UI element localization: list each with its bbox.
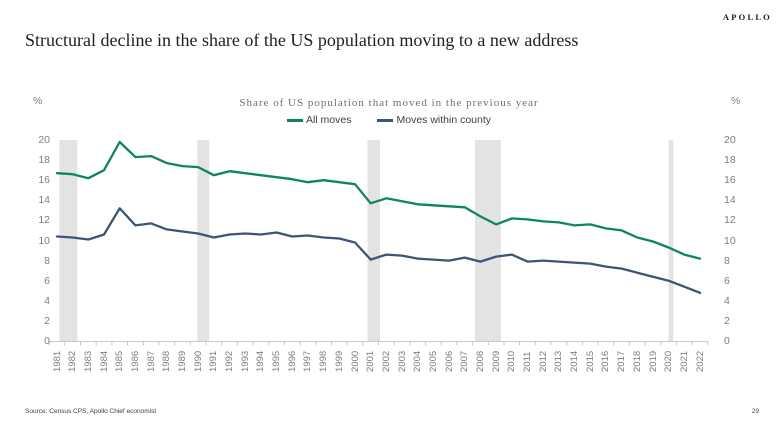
x-axis-label: 2022 [694,350,706,372]
x-axis-label: 1991 [208,350,220,372]
source-note: Source: Census CPS, Apollo Chief economi… [25,408,157,415]
y-axis-label-left: 4 [44,294,50,307]
x-axis-label: 2019 [647,350,659,372]
x-axis-label: 2000 [349,350,361,372]
x-axis-label: 2013 [553,350,565,372]
y-axis-label-right: 2 [724,314,730,327]
recession-band [475,140,501,341]
y-axis-label-left: 12 [38,214,50,227]
x-axis-label: 1990 [192,350,204,372]
y-axis-label-left: 10 [38,234,50,247]
legend-dash-icon [377,118,394,122]
x-axis-label: 2004 [412,350,424,372]
x-axis-label: 2003 [396,350,408,372]
x-axis-label: 2008 [474,350,486,372]
y-axis-label-right: 4 [724,294,730,307]
x-axis-label: 2002 [380,350,392,372]
x-axis-label: 1998 [318,350,330,372]
chart-legend: All moves Moves within county [0,113,778,127]
y-axis-unit-left: % [33,95,43,107]
x-axis-label: 2016 [600,350,612,372]
legend-item: All moves [286,114,352,126]
x-axis-label: 2020 [663,350,675,372]
recession-band [367,140,380,341]
y-axis-label-left: 20 [38,134,50,146]
y-axis-label-right: 8 [724,254,730,267]
recession-band [59,140,78,341]
y-axis-label-left: 0 [44,335,50,347]
y-axis-label-left: 18 [38,154,50,167]
x-axis-label: 2009 [490,350,502,372]
y-axis-unit-right: % [731,95,741,107]
y-axis-label-right: 16 [724,174,736,187]
x-axis-label: 1994 [255,350,267,372]
legend-item: Moves within county [377,114,491,126]
x-axis-label: 2014 [569,350,580,372]
legend-dash-icon [286,118,303,122]
y-axis-label-right: 20 [724,134,736,146]
legend-label: Moves within county [396,114,492,126]
chart-title: Share of US population that moved in the… [239,97,539,109]
x-axis-label: 1993 [239,350,251,372]
recession-band [197,140,210,341]
x-axis-label: 2011 [522,351,533,372]
y-axis-label-right: 10 [724,234,736,247]
y-axis-label-left: 16 [38,174,50,187]
y-axis-label-right: 0 [724,335,730,347]
y-axis-label-left: 2 [44,314,50,327]
y-axis-label-right: 6 [724,274,730,287]
series-line [55,207,702,294]
x-axis-label: 1992 [224,350,235,372]
y-axis-label-right: 18 [724,154,736,167]
recession-band [668,140,674,341]
y-axis-label-left: 14 [38,194,50,207]
x-axis-label: 1985 [114,350,126,372]
x-axis-label: 2010 [506,350,518,372]
x-axis-label: 2001 [365,350,377,372]
x-axis-label: 2006 [443,350,455,372]
x-axis-label: 1997 [302,350,314,372]
x-axis-label: 1989 [177,350,188,372]
x-axis-label: 2021 [678,350,690,372]
x-axis-label: 1982 [67,350,79,372]
x-axis-label: 1987 [145,350,157,372]
x-axis-label: 1986 [129,350,141,372]
x-axis-label: 1981 [51,350,63,372]
x-axis-label: 1984 [98,350,110,372]
x-axis-label: 2018 [631,350,643,372]
x-axis-label: 1983 [82,350,94,372]
x-axis-label: 2007 [459,350,471,372]
y-axis-label-left: 6 [44,274,50,287]
y-axis-label-left: 8 [44,254,50,267]
x-axis-label: 2017 [616,350,628,372]
x-axis-label: 1999 [333,350,345,372]
x-axis-label: 1995 [271,350,283,372]
x-axis-label: 2015 [584,350,596,372]
x-axis-label: 2005 [427,350,439,372]
y-axis-label-right: 14 [724,194,736,207]
page-title: Structural decline in the share of the U… [25,30,579,50]
legend-label: All moves [305,114,352,126]
apollo-logo: APOLLO [722,12,772,22]
x-axis-label: 1996 [286,350,298,372]
x-axis-label: 1988 [161,350,173,372]
page-number: 29 [751,408,759,415]
series-line [55,140,702,260]
x-axis-label: 2012 [537,350,549,372]
y-axis-label-right: 12 [724,214,736,227]
